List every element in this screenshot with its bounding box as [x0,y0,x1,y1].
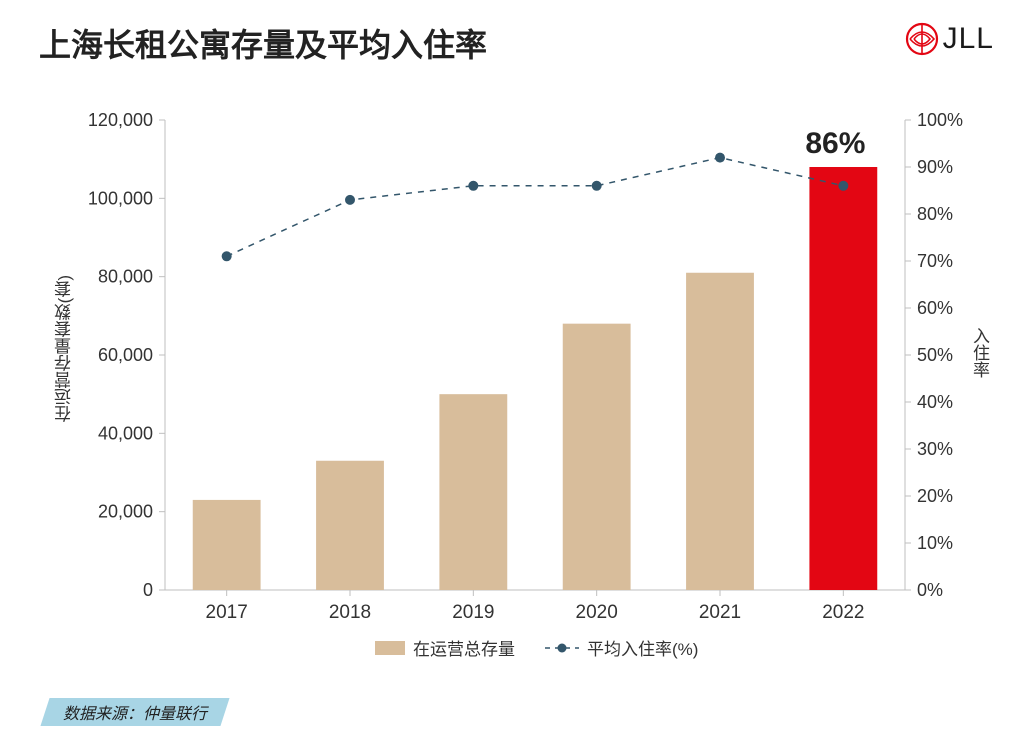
legend-label: 平均入住率(%) [587,635,698,660]
page-title: 上海长租公寓存量及平均入住率 [35,20,491,66]
right-axis-label: 入住率 [967,327,992,378]
svg-text:80%: 80% [917,204,953,224]
legend-swatch-line [545,641,579,655]
svg-text:60,000: 60,000 [98,345,153,365]
svg-text:0%: 0% [917,580,943,600]
legend: 在运营总存量 平均入住率(%) [375,635,698,660]
legend-swatch-bar [375,641,405,655]
title-block: 上海长租公寓存量及平均入住率 [35,20,491,66]
chart-container: 0 20,000 40,000 60,000 80,000 100,000 120,000 0… [60,100,980,660]
left-axis-label: 在运营存量套数(套) [52,275,77,422]
svg-text:80,000: 80,000 [98,267,153,287]
svg-text:50%: 50% [917,345,953,365]
jll-logo-icon [905,22,939,56]
title-text: 上海长租公寓存量及平均入住率 [39,27,487,63]
svg-text:40,000: 40,000 [98,423,153,443]
source-text: 数据来源：仲量联行 [63,700,207,724]
legend-label: 在运营总存量 [413,635,515,660]
logo-text: JLL [943,22,994,56]
source-tag: 数据来源：仲量联行 [40,698,229,726]
svg-text:120,000: 120,000 [88,110,153,130]
svg-text:10%: 10% [917,533,953,553]
legend-item: 在运营总存量 [375,635,515,660]
svg-text:70%: 70% [917,251,953,271]
svg-text:0: 0 [143,580,153,600]
svg-text:2021: 2021 [699,602,741,623]
svg-text:2018: 2018 [329,602,371,623]
svg-text:100,000: 100,000 [88,188,153,208]
svg-text:100%: 100% [917,110,963,130]
svg-text:60%: 60% [917,298,953,318]
jll-logo: JLL [905,22,994,56]
svg-text:20%: 20% [917,486,953,506]
svg-text:2020: 2020 [576,602,618,623]
svg-text:2019: 2019 [452,602,494,623]
highlight-label: 86% [805,127,865,161]
svg-text:90%: 90% [917,157,953,177]
svg-text:30%: 30% [917,439,953,459]
svg-text:40%: 40% [917,392,953,412]
chart-svg: 0 20,000 40,000 60,000 80,000 100,000 120,000 0… [60,100,980,660]
svg-text:20,000: 20,000 [98,502,153,522]
svg-text:2022: 2022 [822,602,864,623]
svg-text:2017: 2017 [206,602,248,623]
legend-item: 平均入住率(%) [545,635,698,660]
